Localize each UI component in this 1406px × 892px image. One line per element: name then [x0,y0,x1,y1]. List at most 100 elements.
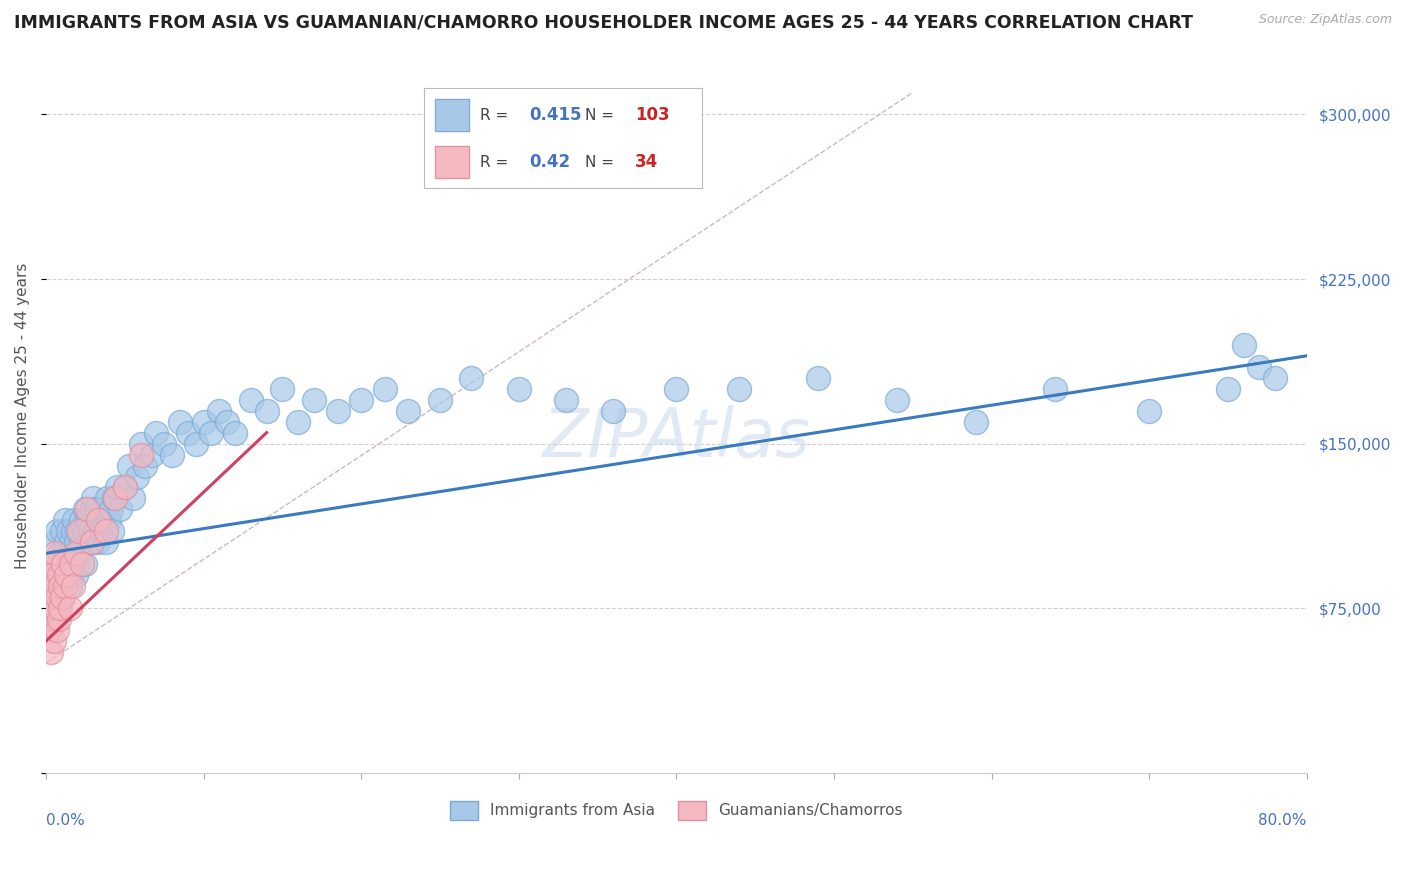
Point [177,425,200,440]
Point [886,392,908,407]
Point [224,425,246,440]
Point [350,392,373,407]
Point [56,558,79,572]
Point [193,415,215,429]
Point [555,392,578,407]
Point [65,546,87,560]
Point [602,403,624,417]
Point [83,524,105,539]
Point [60,568,83,582]
Point [48,601,70,615]
Text: IMMIGRANTS FROM ASIA VS GUAMANIAN/CHAMORRO HOUSEHOLDER INCOME AGES 25 - 44 YEARS: IMMIGRANTS FROM ASIA VS GUAMANIAN/CHAMOR… [14,13,1194,31]
Point [60,535,83,549]
Point [49,579,72,593]
Point [80,535,103,549]
Point [46,591,69,605]
Point [75,502,97,516]
Point [429,392,451,407]
Point [145,425,167,440]
Point [271,382,294,396]
Text: 0.42: 0.42 [530,153,571,171]
Point [134,458,156,473]
Point [87,513,110,527]
Point [374,382,396,396]
Point [153,436,176,450]
Point [42,579,65,593]
Point [184,436,207,450]
Text: R =: R = [479,154,513,169]
Point [42,634,65,648]
Point [51,524,73,539]
Point [103,491,125,506]
Point [70,558,93,572]
Point [52,591,75,605]
Point [396,403,419,417]
Point [67,546,90,560]
Point [101,524,124,539]
Point [46,579,69,593]
Point [76,502,98,516]
Point [1137,403,1160,417]
Point [326,403,349,417]
Point [41,591,63,605]
Point [169,415,191,429]
Point [200,425,222,440]
Point [121,491,143,506]
Point [44,568,66,582]
Point [55,535,77,549]
Point [98,513,121,527]
Point [49,579,72,593]
Point [114,481,136,495]
Point [93,513,115,527]
Point [239,392,262,407]
Point [114,481,136,495]
Point [53,579,76,593]
Bar [436,99,468,131]
Text: Source: ZipAtlas.com: Source: ZipAtlas.com [1258,13,1392,27]
Point [94,535,117,549]
Point [42,612,65,626]
Text: 80.0%: 80.0% [1258,813,1306,828]
Point [256,403,278,417]
Point [48,558,70,572]
Text: 0.0%: 0.0% [46,813,84,828]
Point [63,513,86,527]
Point [665,382,688,396]
Point [44,535,66,549]
Text: 103: 103 [636,106,669,124]
Point [118,458,141,473]
Point [65,568,87,582]
Point [1216,382,1239,396]
Point [49,546,72,560]
Point [48,568,70,582]
Point [38,601,60,615]
Point [90,524,112,539]
Point [65,535,87,549]
Point [76,513,98,527]
Point [82,491,104,506]
Point [59,546,82,560]
Point [508,382,530,396]
Point [77,535,100,549]
Point [728,382,751,396]
Text: ZIPAtlas: ZIPAtlas [543,405,810,471]
Point [96,491,118,506]
Point [82,535,104,549]
Text: N =: N = [585,108,619,122]
Point [39,558,62,572]
Point [49,601,72,615]
Point [56,524,79,539]
Point [62,558,84,572]
Point [41,568,63,582]
Point [86,502,108,516]
Point [807,371,830,385]
Point [67,524,90,539]
Point [105,481,128,495]
Point [89,513,111,527]
Point [52,558,75,572]
Point [1264,371,1286,385]
Legend: Immigrants from Asia, Guamanians/Chamorros: Immigrants from Asia, Guamanians/Chamorr… [444,795,908,826]
Point [208,403,231,417]
Point [160,448,183,462]
Point [48,612,70,626]
